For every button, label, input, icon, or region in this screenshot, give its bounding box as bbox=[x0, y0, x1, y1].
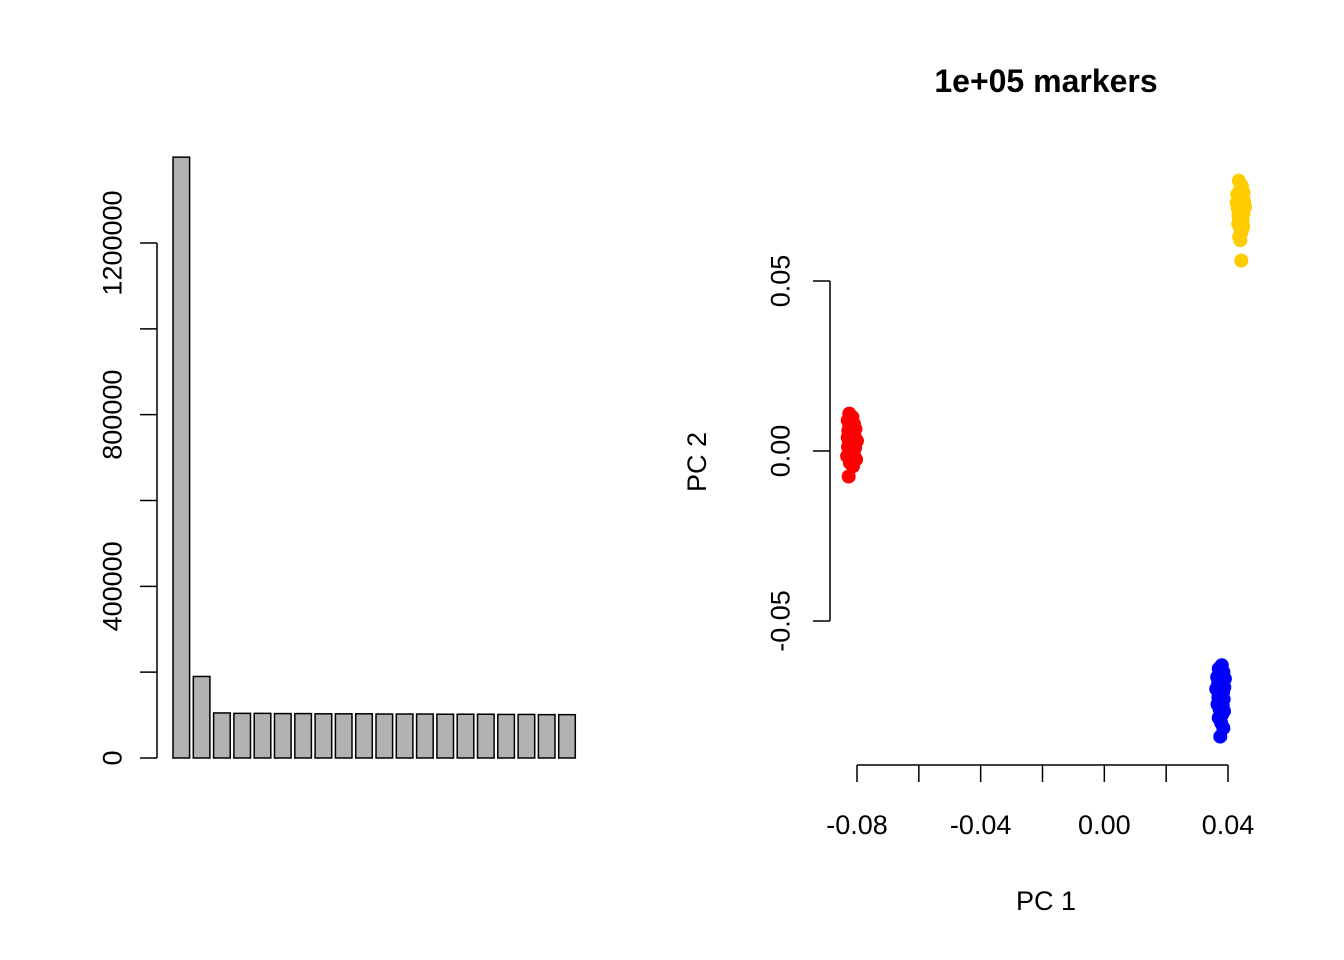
bar bbox=[415, 713, 434, 759]
bar bbox=[253, 712, 272, 759]
bar bbox=[436, 713, 455, 759]
bar bbox=[233, 712, 252, 759]
bar bbox=[273, 712, 292, 759]
bar-y-tick-label: 1200000 bbox=[97, 190, 127, 295]
scatter-x-tick-label: 0.00 bbox=[1078, 810, 1131, 840]
scatter-x-axis: -0.08 -0.04 0.00 0.04 bbox=[826, 764, 1255, 840]
bar-y-tick-label: 0 bbox=[97, 750, 127, 765]
scatter-point bbox=[841, 469, 856, 484]
bar bbox=[557, 713, 577, 759]
bar bbox=[294, 712, 313, 759]
bar bbox=[172, 156, 191, 759]
bar bbox=[517, 713, 536, 759]
scatter-point bbox=[1213, 729, 1228, 744]
bar bbox=[314, 713, 333, 759]
bar bbox=[375, 713, 394, 759]
scatter-x-axis-title: PC 1 bbox=[1016, 886, 1076, 916]
bar-chart-panel: 0 400000 800000 1200000 bbox=[97, 156, 577, 766]
scatter-y-axis: -0.05 0.00 0.05 bbox=[765, 255, 831, 652]
bar bbox=[456, 713, 475, 759]
scatter-x-tick-label: -0.08 bbox=[826, 810, 888, 840]
scatter-title: 1e+05 markers bbox=[934, 63, 1157, 99]
scatter-point bbox=[1234, 253, 1249, 268]
bar bbox=[497, 713, 516, 759]
scatter-points bbox=[840, 173, 1253, 744]
bar bbox=[334, 713, 353, 759]
scatter-y-tick-label: 0.00 bbox=[765, 425, 795, 478]
scatter-y-axis-title: PC 2 bbox=[682, 432, 712, 492]
bar-y-tick-label: 400000 bbox=[97, 541, 127, 631]
scatter-x-tick-label: -0.04 bbox=[950, 810, 1012, 840]
bar bbox=[212, 712, 231, 759]
bar bbox=[537, 713, 556, 759]
bar bbox=[476, 713, 495, 759]
bar-y-axis: 0 400000 800000 1200000 bbox=[97, 190, 158, 766]
bar bbox=[192, 675, 211, 759]
bar bbox=[395, 713, 414, 759]
bar bbox=[354, 713, 374, 759]
scatter-x-tick-label: 0.04 bbox=[1202, 810, 1255, 840]
scatter-y-tick-label: 0.05 bbox=[765, 255, 795, 308]
scatter-point bbox=[1233, 233, 1248, 248]
scatter-y-tick-label: -0.05 bbox=[765, 590, 795, 652]
scatter-chart-panel: 1e+05 markers -0.08 -0.04 0.00 0.04 -0.05 0.… bbox=[682, 63, 1254, 916]
bar-series bbox=[172, 156, 577, 759]
bar-y-tick-label: 800000 bbox=[97, 370, 127, 460]
